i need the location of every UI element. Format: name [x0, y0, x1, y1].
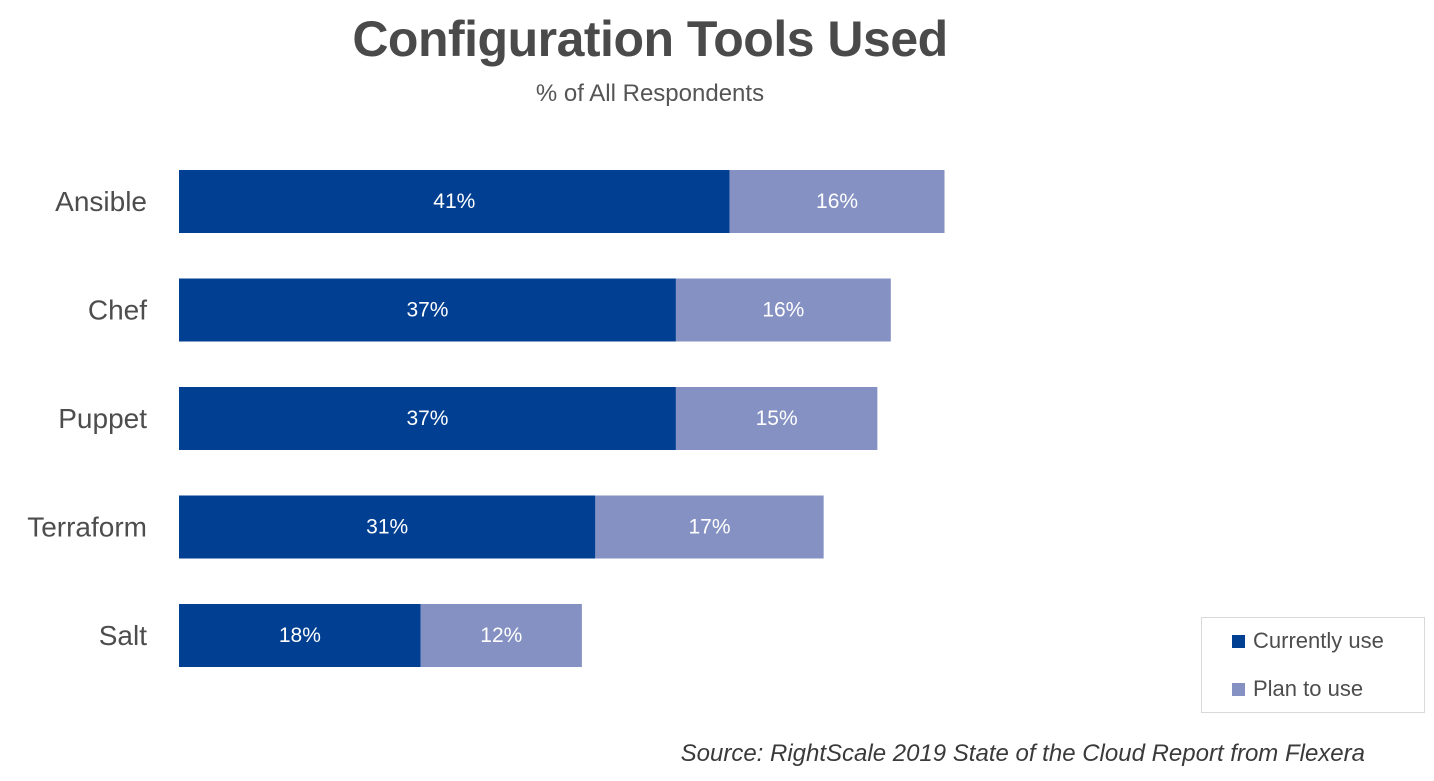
data-label-ansible-currently-use: 41% — [433, 190, 475, 213]
bar-ansible-currently-use — [179, 170, 730, 233]
legend-swatch-currently-use — [1232, 634, 1245, 648]
legend-label-plan-to-use: Plan to use — [1253, 676, 1364, 701]
bar-salt-currently-use — [179, 604, 421, 667]
source-note: Source: RightScale 2019 State of the Clo… — [680, 740, 1365, 767]
chart-subtitle: % of All Respondents — [535, 80, 765, 107]
category-label-salt: Salt — [99, 620, 147, 651]
bar-puppet-plan-to-use — [675, 387, 878, 450]
data-label-chef-plan-to-use: 16% — [762, 299, 804, 322]
data-label-ansible-plan-to-use: 16% — [816, 190, 858, 213]
data-label-salt-currently-use: 18% — [279, 624, 321, 647]
category-label-terraform: Terraform — [27, 512, 147, 543]
bar-puppet-currently-use — [179, 387, 676, 450]
bar-chef-currently-use — [179, 278, 676, 342]
data-label-terraform-plan-to-use: 17% — [688, 516, 730, 539]
bar-terraform-currently-use — [179, 495, 596, 559]
bar-chef-plan-to-use — [675, 278, 891, 342]
category-label-ansible: Ansible — [55, 186, 147, 217]
bar-terraform-plan-to-use — [595, 495, 824, 559]
data-label-puppet-currently-use: 37% — [406, 407, 448, 430]
data-label-puppet-plan-to-use: 15% — [756, 407, 798, 430]
legend-item-currently-use: Currently use — [1232, 628, 1384, 654]
legend-item-plan-to-use: Plan to use — [1232, 676, 1363, 702]
data-label-terraform-currently-use: 31% — [366, 516, 408, 539]
data-label-chef-currently-use: 37% — [406, 299, 448, 322]
bar-salt-plan-to-use — [420, 604, 582, 667]
chart-title: Configuration Tools Used — [352, 11, 948, 67]
category-label-puppet: Puppet — [58, 403, 147, 434]
bar-ansible-plan-to-use — [729, 170, 945, 233]
legend-label-currently-use: Currently use — [1253, 628, 1384, 653]
legend-swatch-plan-to-use — [1232, 682, 1245, 696]
category-label-chef: Chef — [88, 295, 147, 326]
data-label-salt-plan-to-use: 12% — [480, 624, 522, 647]
legend: Currently use Plan to use — [1201, 617, 1425, 713]
